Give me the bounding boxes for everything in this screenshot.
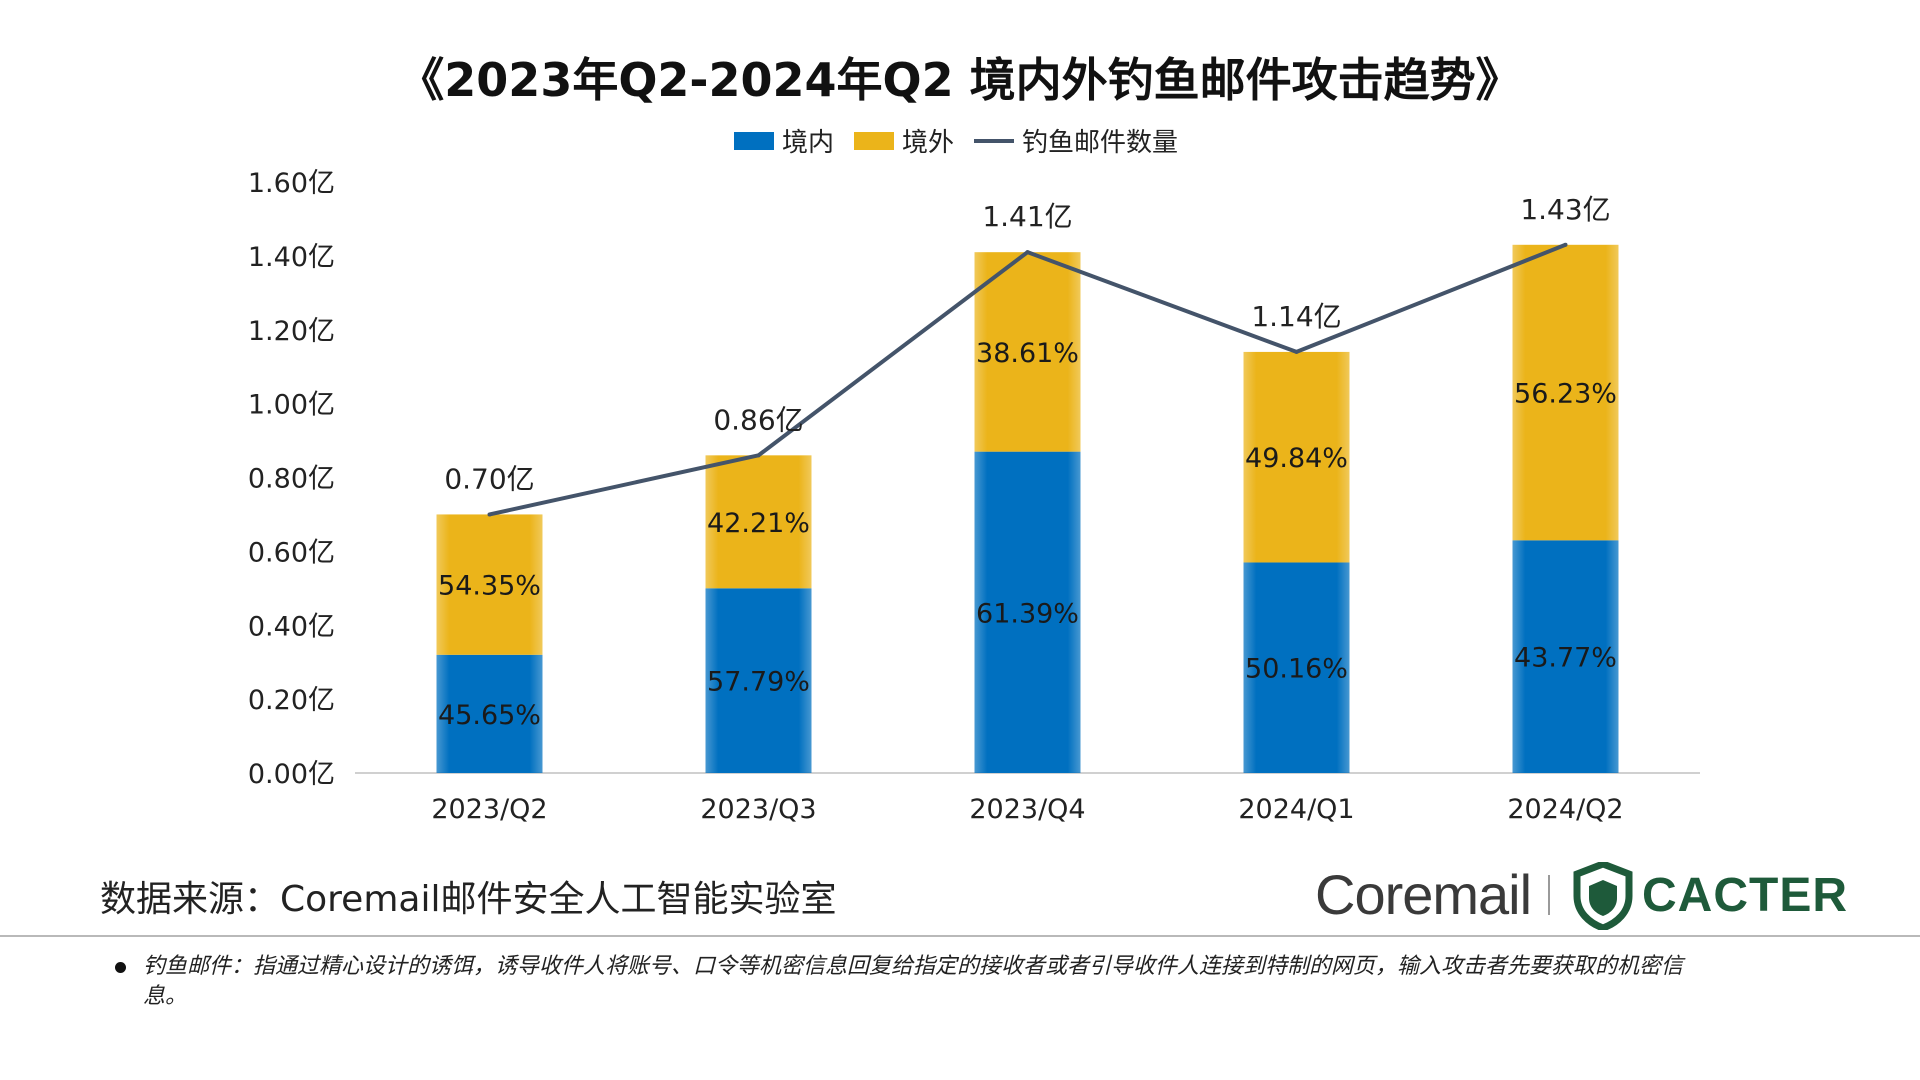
y-tick-label: 0.20亿 [248,685,335,716]
y-tick-label: 0.60亿 [248,537,335,568]
logo-separator [1548,875,1550,915]
bar-foreign [974,252,1081,452]
bar-domestic [436,654,543,773]
data-label-domestic: 43.77% [1514,643,1617,674]
data-label-foreign: 49.84% [1245,443,1348,474]
y-tick-label: 0.80亿 [248,464,335,495]
legend: 境内 境外 钓鱼邮件数量 [0,122,1920,159]
footer-divider [0,935,1920,937]
bar-foreign [436,514,543,655]
legend-item-foreign: 境外 [853,122,954,159]
legend-item-count: 钓鱼邮件数量 [974,122,1178,159]
line-point [487,512,492,517]
data-label-foreign: 42.21% [707,508,810,539]
x-tick-label: 2023/Q3 [700,794,816,825]
bar-foreign [1243,351,1350,563]
legend-label-foreign: 境外 [901,128,954,158]
data-label-count: 1.41亿 [982,200,1072,233]
bar-foreign [705,455,812,589]
cacter-shield-icon [1573,862,1633,930]
data-label-domestic: 61.39% [976,598,1079,629]
cacter-logo: CACTER [1642,869,1848,922]
line-point [1025,250,1030,255]
legend-swatch-domestic [733,131,774,150]
y-tick-label: 1.00亿 [248,390,335,421]
data-label-foreign: 38.61% [976,338,1079,369]
coremail-logo: Coremail [1315,863,1532,926]
line-point [756,453,761,458]
data-source-text: 数据来源：Coremail邮件安全人工智能实验室 [100,879,837,920]
footnote-bullet [115,962,126,973]
legend-swatch-count [974,138,1014,143]
bar-domestic [1243,562,1350,773]
bar-domestic [1512,540,1619,773]
y-tick-label: 1.40亿 [248,242,335,273]
data-label-count: 1.43亿 [1520,193,1610,226]
data-label-foreign: 56.23% [1514,379,1617,410]
data-label-domestic: 45.65% [438,700,541,731]
x-tick-label: 2023/Q2 [431,794,547,825]
legend-swatch-foreign [853,131,894,150]
chart-title: 《2023年Q2-2024年Q2 境内外钓鱼邮件攻击趋势》 [398,53,1522,107]
y-tick-label: 0.00亿 [248,759,335,790]
legend-label-count: 钓鱼邮件数量 [1022,128,1179,158]
footnote-text: 钓鱼邮件：指通过精心设计的诱饵，诱导收件人将账号、口令等机密信息回复给指定的接收… [143,954,1684,1009]
bar-domestic [705,588,812,773]
legend-label-domestic: 境内 [781,128,834,158]
line-point [1563,242,1568,247]
x-tick-label: 2024/Q2 [1507,794,1623,825]
data-label-foreign: 54.35% [438,571,541,602]
line-point [1294,349,1299,354]
data-label-count: 0.86亿 [713,403,803,436]
y-tick-label: 0.40亿 [248,611,335,642]
bar-domestic [974,451,1081,773]
y-tick-label: 1.60亿 [248,168,335,199]
x-tick-label: 2023/Q4 [969,794,1085,825]
x-tick-label: 2024/Q1 [1238,794,1354,825]
y-tick-label: 1.20亿 [248,316,335,347]
data-label-domestic: 57.79% [707,667,810,698]
legend-item-domestic: 境内 [733,122,834,159]
data-label-count: 1.14亿 [1251,300,1341,333]
bar-foreign [1512,244,1619,541]
data-label-count: 0.70亿 [444,462,534,495]
data-label-domestic: 50.16% [1245,654,1348,685]
